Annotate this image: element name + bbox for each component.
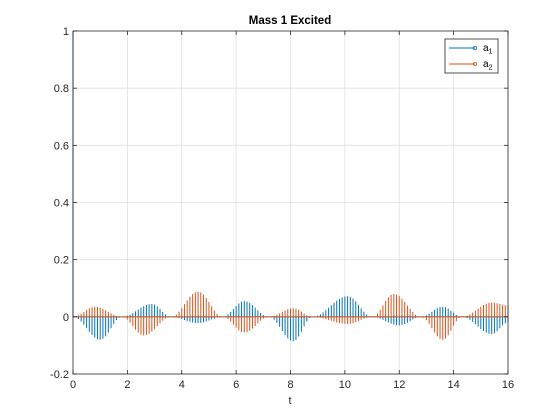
y-tick-label: 0 xyxy=(63,312,69,324)
axes xyxy=(72,30,509,375)
x-tick-label: 0 xyxy=(70,379,76,391)
x-tick-label: 6 xyxy=(233,379,239,391)
stem-series xyxy=(72,31,509,342)
x-tick-label: 10 xyxy=(339,379,351,391)
x-tick-label: 16 xyxy=(502,379,514,391)
x-tick-label: 8 xyxy=(287,379,293,391)
y-tick-label: 0.6 xyxy=(54,140,69,152)
x-tick-label: 4 xyxy=(179,379,185,391)
y-tick-label: 0.8 xyxy=(54,83,69,95)
x-tick-label: 2 xyxy=(124,379,130,391)
chart-title: Mass 1 Excited xyxy=(249,15,331,27)
y-tick-label: 0.4 xyxy=(54,198,69,210)
x-axis-label: t xyxy=(288,395,291,407)
y-tick-label: -0.2 xyxy=(50,369,69,381)
x-tick-label: 12 xyxy=(393,379,405,391)
tick-labels: 0 2 4 6 8 10 12 14 16-0.200.20.40.60.81 xyxy=(50,26,514,391)
y-tick-label: 0.2 xyxy=(54,255,69,267)
legend-box xyxy=(444,38,499,74)
x-tick-label: 14 xyxy=(448,379,460,391)
y-tick-label: 1 xyxy=(63,26,69,38)
legend-label-a2: a2 xyxy=(483,59,493,72)
legend-marker xyxy=(472,62,477,67)
legend-label-a1: a1 xyxy=(483,43,493,56)
legend-marker xyxy=(472,46,477,51)
stem-series-a2 xyxy=(73,291,509,340)
